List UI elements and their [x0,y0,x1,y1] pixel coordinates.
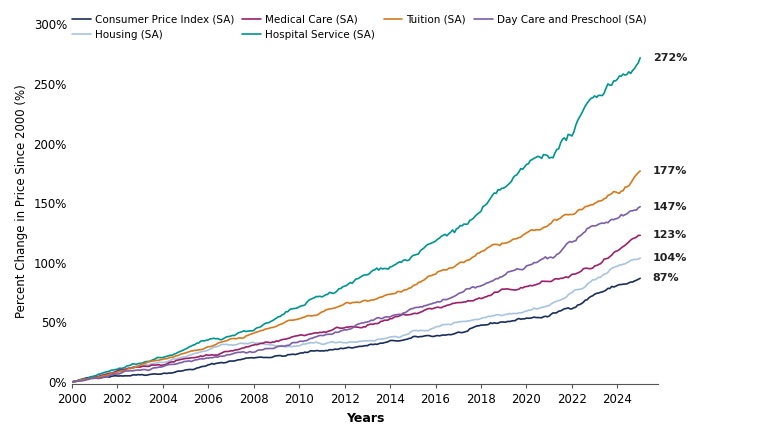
Housing (SA) [514,310,523,315]
Text: 177%: 177% [653,166,687,176]
Tuition (SA) [547,221,556,226]
Medical Care (SA) [315,330,324,335]
Hospital Service (SA) [594,93,603,98]
Line: Tuition (SA): Tuition (SA) [72,171,640,382]
Line: Day Care and Preschool (SA): Day Care and Preschool (SA) [72,207,640,382]
Consumer Price Index (SA) [636,276,645,281]
Day Care and Preschool (SA) [514,267,523,272]
Y-axis label: Percent Change in Price Since 2000 (%): Percent Change in Price Since 2000 (%) [15,84,28,318]
Hospital Service (SA) [547,155,556,160]
Housing (SA) [636,255,645,260]
Consumer Price Index (SA) [456,330,465,335]
Text: 272%: 272% [653,53,687,63]
Consumer Price Index (SA) [296,350,306,356]
Text: 87%: 87% [653,273,679,283]
Line: Medical Care (SA): Medical Care (SA) [72,235,640,382]
Hospital Service (SA) [636,55,645,60]
Consumer Price Index (SA) [594,290,603,296]
Legend: Consumer Price Index (SA), Housing (SA), Medical Care (SA), Hospital Service (SA: Consumer Price Index (SA), Housing (SA),… [72,15,647,40]
Consumer Price Index (SA) [514,316,523,321]
Hospital Service (SA) [67,379,76,385]
Hospital Service (SA) [296,303,306,308]
Text: 123%: 123% [653,231,687,240]
Tuition (SA) [636,169,645,174]
Tuition (SA) [594,198,603,204]
Medical Care (SA) [296,332,306,337]
Day Care and Preschool (SA) [594,222,603,227]
Tuition (SA) [315,311,324,316]
Text: 104%: 104% [653,253,687,263]
Housing (SA) [456,319,465,324]
Line: Hospital Service (SA): Hospital Service (SA) [72,58,640,382]
Tuition (SA) [456,260,465,265]
Day Care and Preschool (SA) [67,379,76,385]
Line: Housing (SA): Housing (SA) [72,258,640,382]
Tuition (SA) [514,235,523,240]
Housing (SA) [594,275,603,280]
Medical Care (SA) [594,262,603,267]
Housing (SA) [547,301,556,307]
Line: Consumer Price Index (SA): Consumer Price Index (SA) [72,279,640,382]
Consumer Price Index (SA) [547,312,556,317]
Consumer Price Index (SA) [67,379,76,385]
Medical Care (SA) [456,300,465,305]
Day Care and Preschool (SA) [547,254,556,260]
Medical Care (SA) [636,233,645,238]
Hospital Service (SA) [315,293,324,299]
Medical Care (SA) [67,379,76,385]
Medical Care (SA) [514,286,523,292]
Tuition (SA) [296,315,306,321]
Day Care and Preschool (SA) [456,290,465,296]
Tuition (SA) [67,379,76,385]
Day Care and Preschool (SA) [315,333,324,338]
Day Care and Preschool (SA) [636,204,645,209]
Hospital Service (SA) [514,169,523,175]
Medical Care (SA) [547,279,556,284]
Housing (SA) [296,342,306,348]
Text: 147%: 147% [653,202,687,212]
Consumer Price Index (SA) [315,348,324,354]
Housing (SA) [67,379,76,385]
X-axis label: Years: Years [346,412,385,425]
Day Care and Preschool (SA) [296,338,306,344]
Housing (SA) [315,341,324,346]
Hospital Service (SA) [456,223,465,228]
